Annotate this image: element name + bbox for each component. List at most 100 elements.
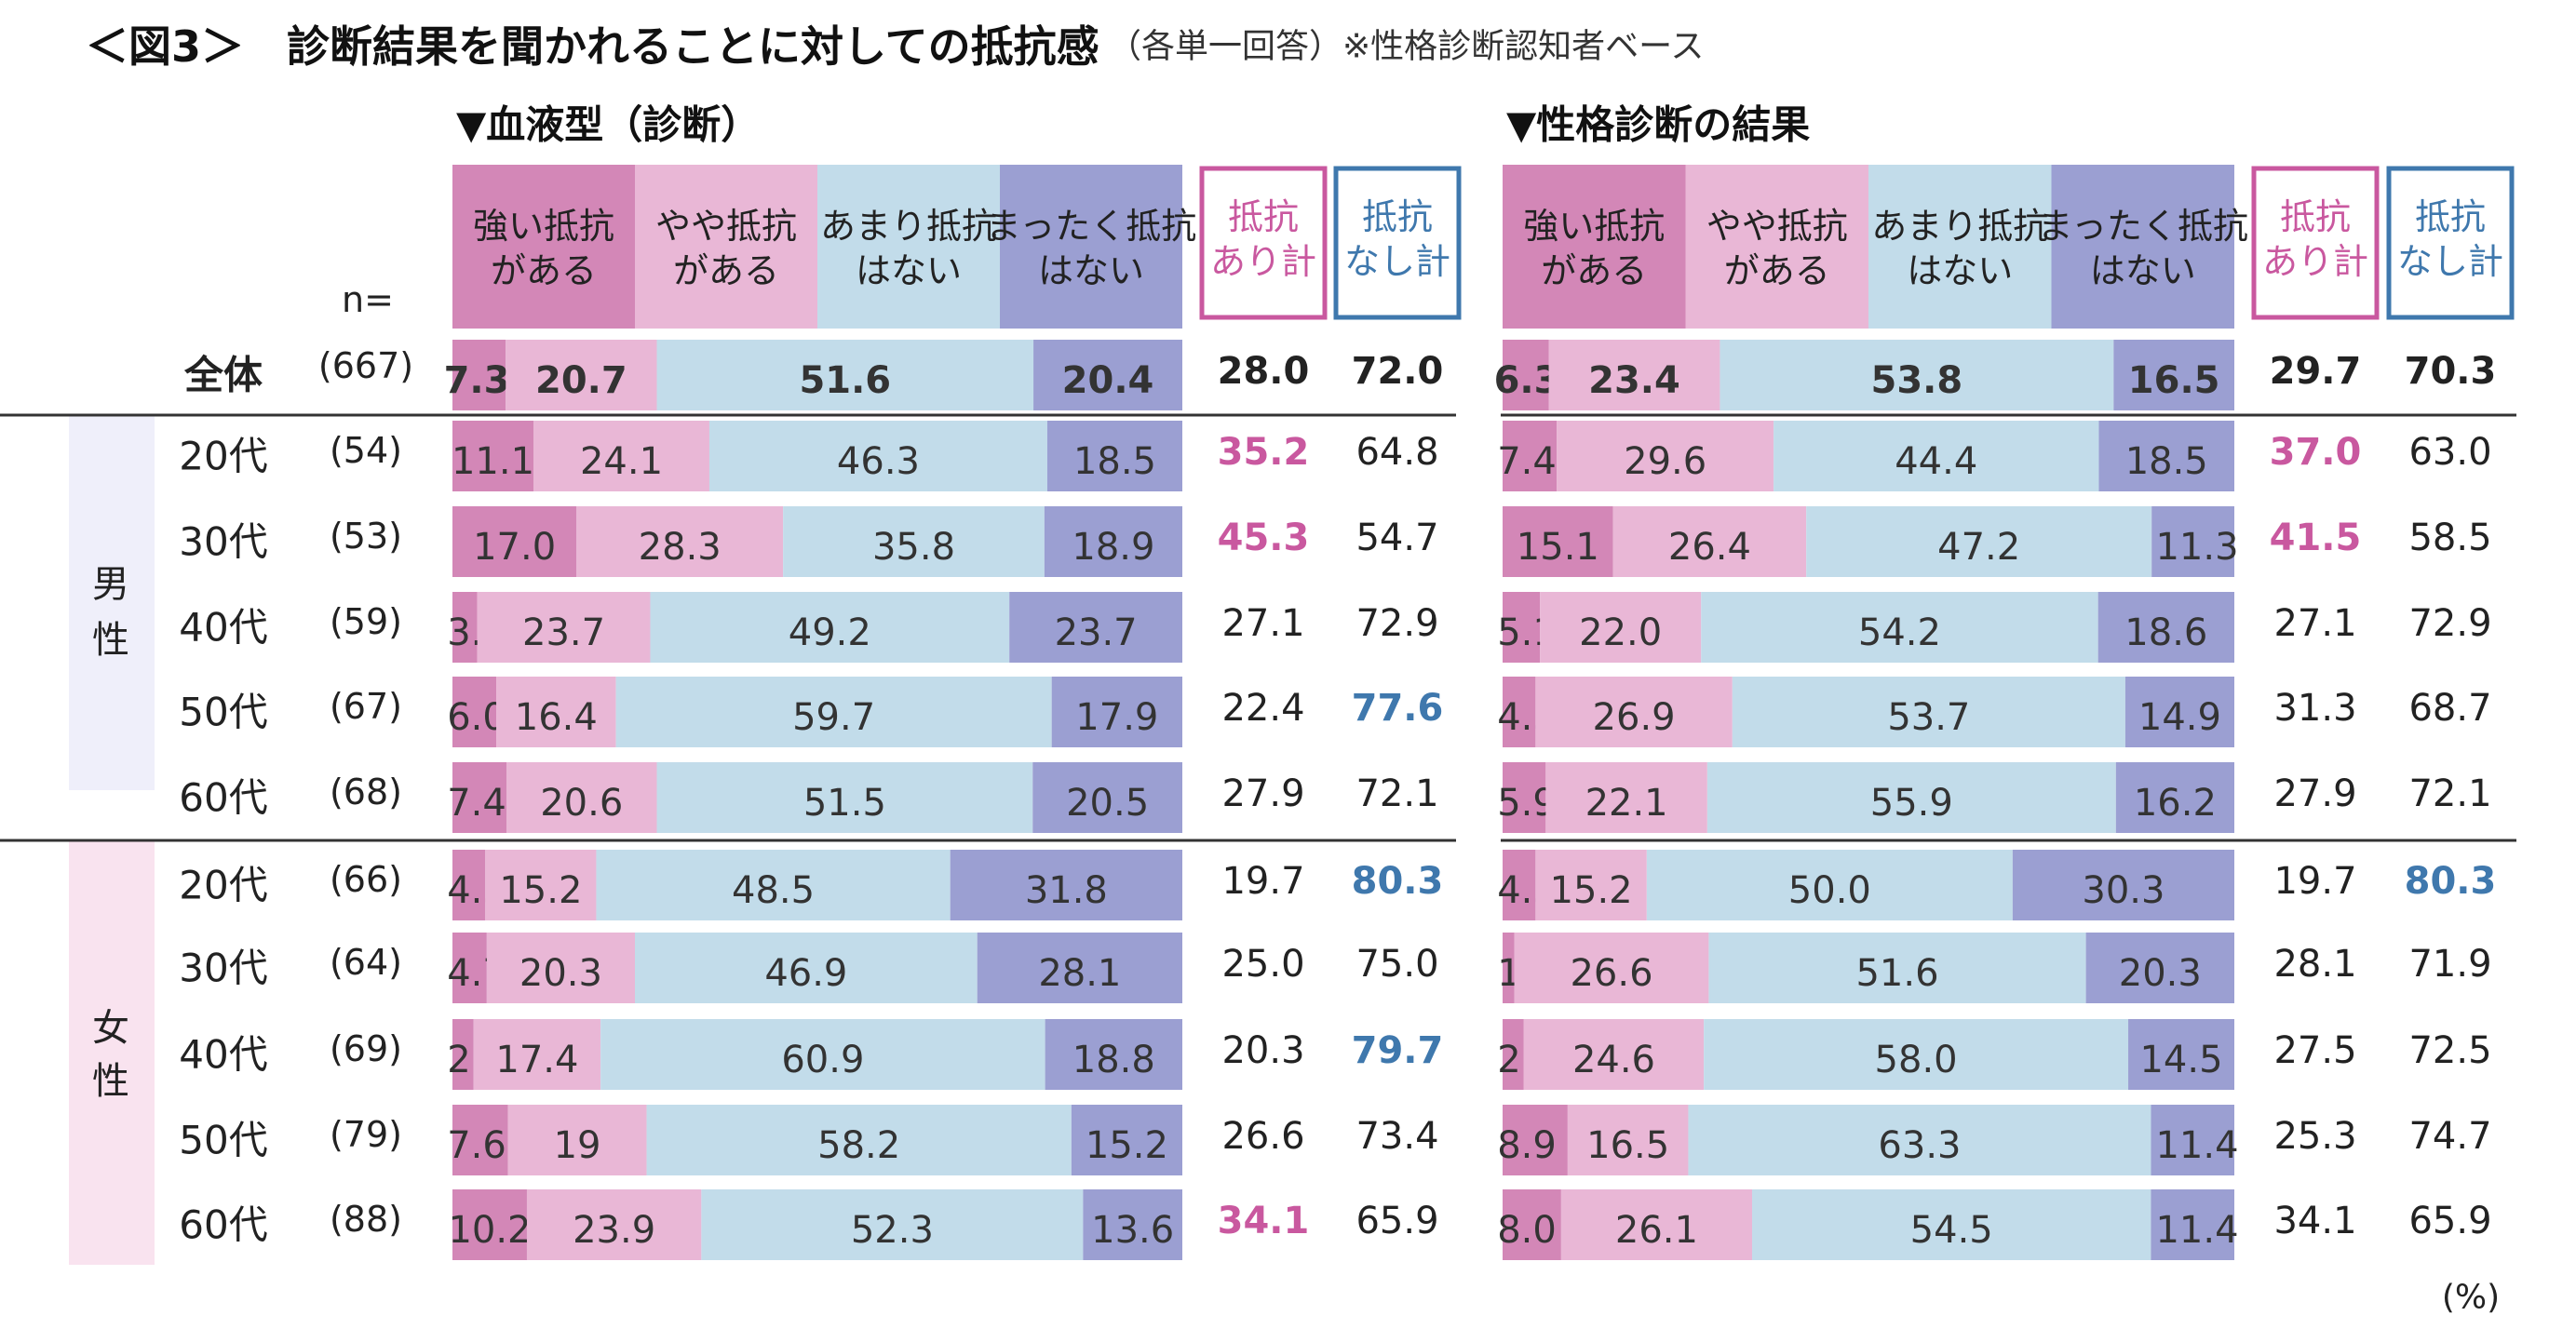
unit-label: (%) <box>2442 1279 2500 1317</box>
bar-label: 11.1 <box>452 440 534 483</box>
bar-not_at_all <box>2151 1105 2234 1175</box>
bar-somewhat <box>1540 592 1702 663</box>
bar-label: 31.8 <box>1025 869 1108 912</box>
bar-strong <box>452 506 577 577</box>
bar-label: 53.8 <box>1871 359 1963 402</box>
bar-strong <box>452 1189 527 1260</box>
summary-header-label: 抵抗 <box>2280 196 2351 237</box>
bar-label: 46.3 <box>837 440 920 483</box>
row-n: (88) <box>330 1199 402 1240</box>
bar-label: 7.6 <box>447 1124 506 1167</box>
legend-somewhat <box>1685 165 1868 329</box>
bar-somewhat <box>473 1019 601 1090</box>
bar-strong <box>452 762 507 833</box>
summary-value-no: 70.3 <box>2405 350 2497 393</box>
legend-label: あまり抵抗 <box>1871 206 2048 247</box>
bar-not_much <box>650 592 1010 663</box>
bar-label: 30.3 <box>2082 869 2165 912</box>
bar-label: 54.2 <box>1858 611 1941 654</box>
summary-value-no: 58.5 <box>2408 517 2491 559</box>
bar-label: 35.8 <box>872 526 955 569</box>
summary-value-no: 80.3 <box>1352 860 1444 903</box>
row-label: 全体 <box>183 353 263 398</box>
bar-somewhat <box>486 933 635 1003</box>
bar-strong <box>1503 933 1515 1003</box>
bar-not_at_all <box>2151 506 2234 577</box>
bar-not_at_all <box>1032 762 1182 833</box>
row-label: 50代 <box>179 1118 267 1163</box>
bar-label: 20.6 <box>540 782 623 825</box>
summary-header-no <box>2386 166 2515 320</box>
bar-label: 18.5 <box>2125 440 2208 483</box>
summary-value-yes: 27.1 <box>1221 602 1304 645</box>
bar-not_at_all <box>2012 850 2234 920</box>
bar-not_much <box>1806 506 2152 577</box>
legend-label: はない <box>1907 250 2013 291</box>
bar-label: 17.4 <box>495 1039 578 1081</box>
bar-label: 15.2 <box>1086 1124 1168 1167</box>
bar-not_much <box>708 421 1047 491</box>
bar-somewhat <box>1567 1105 1689 1175</box>
bar-not_much <box>646 1105 1072 1175</box>
bar-strong <box>1503 677 1536 747</box>
bar-label: 28.3 <box>639 526 722 569</box>
bar-label: 58.2 <box>817 1124 900 1167</box>
bar-somewhat <box>533 421 709 491</box>
row-n: (79) <box>330 1114 402 1155</box>
bar-label: 7.3 <box>444 359 510 402</box>
bar-not_at_all <box>1046 421 1182 491</box>
bar-somewhat <box>1548 340 1720 410</box>
bar-not_at_all <box>1033 340 1182 410</box>
legend-label: やや抵抗 <box>1706 206 1848 247</box>
legend-label: 強い抵抗 <box>1523 206 1665 247</box>
bar-not_much <box>596 850 951 920</box>
bar-label: 60.9 <box>781 1039 864 1081</box>
summary-header-yes <box>1199 166 1328 320</box>
bar-label: 18.9 <box>1072 526 1154 569</box>
summary-header-label: あり計 <box>2262 241 2368 282</box>
bar-strong <box>452 1105 508 1175</box>
summary-header-label: 抵抗 <box>1362 196 1433 237</box>
bar-not_much <box>701 1189 1084 1260</box>
bar-label: 8.9 <box>1497 1124 1557 1167</box>
bar-not_at_all <box>2128 1019 2234 1090</box>
summary-value-no: 73.4 <box>1355 1115 1438 1158</box>
summary-value-no: 65.9 <box>2408 1200 2491 1242</box>
legend-label: がある <box>1724 250 1830 291</box>
bar-label: 53.7 <box>1887 696 1970 739</box>
summary-value-yes: 27.5 <box>2273 1029 2356 1072</box>
bar-not_at_all <box>2124 677 2234 747</box>
bar-label: 11.4 <box>2155 1209 2238 1252</box>
summary-value-yes: 25.3 <box>2273 1115 2356 1158</box>
summary-value-no: 75.0 <box>1355 943 1438 986</box>
row-label: 50代 <box>179 690 267 735</box>
legend-label: やや抵抗 <box>655 206 797 247</box>
bar-somewhat <box>1535 850 1647 920</box>
summary-value-no: 71.9 <box>2408 943 2491 986</box>
summary-header-label: 抵抗 <box>1228 196 1299 237</box>
legend-not_at_all <box>1000 165 1182 329</box>
bar-not_at_all <box>2151 1189 2234 1260</box>
bar-somewhat <box>1523 1019 1705 1090</box>
bar-label: 51.6 <box>799 359 891 402</box>
bar-label: 11.4 <box>2155 1124 2238 1167</box>
bar-not_much <box>1704 1019 2129 1090</box>
bar-not_at_all <box>2097 592 2234 663</box>
bar-label: 58.0 <box>1875 1039 1958 1081</box>
bar-not_much <box>1774 421 2099 491</box>
female-group-band <box>69 840 155 1265</box>
row-n: (68) <box>330 772 402 812</box>
summary-value-no: 68.7 <box>2408 687 2491 730</box>
bar-label: 7.4 <box>447 782 506 825</box>
male-group-band <box>69 415 155 790</box>
bar-strong <box>452 850 486 920</box>
row-n: (54) <box>330 430 402 471</box>
bar-not_at_all <box>1071 1105 1182 1175</box>
summary-value-yes: 27.1 <box>2273 602 2356 645</box>
bar-strong <box>1503 1105 1568 1175</box>
bar-label: 13.6 <box>1091 1209 1174 1252</box>
summary-value-no: 54.7 <box>1355 517 1438 559</box>
summary-value-yes: 22.4 <box>1221 687 1304 730</box>
